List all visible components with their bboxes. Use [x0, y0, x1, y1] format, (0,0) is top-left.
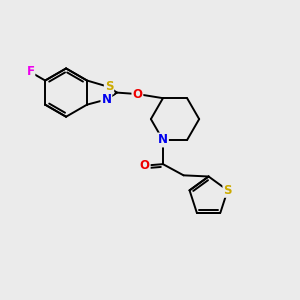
Text: N: N [158, 134, 168, 146]
Text: F: F [26, 65, 34, 79]
Text: N: N [101, 93, 111, 106]
Text: O: O [132, 88, 142, 100]
Text: S: S [105, 80, 113, 94]
Text: S: S [224, 184, 232, 197]
Text: O: O [140, 159, 150, 172]
